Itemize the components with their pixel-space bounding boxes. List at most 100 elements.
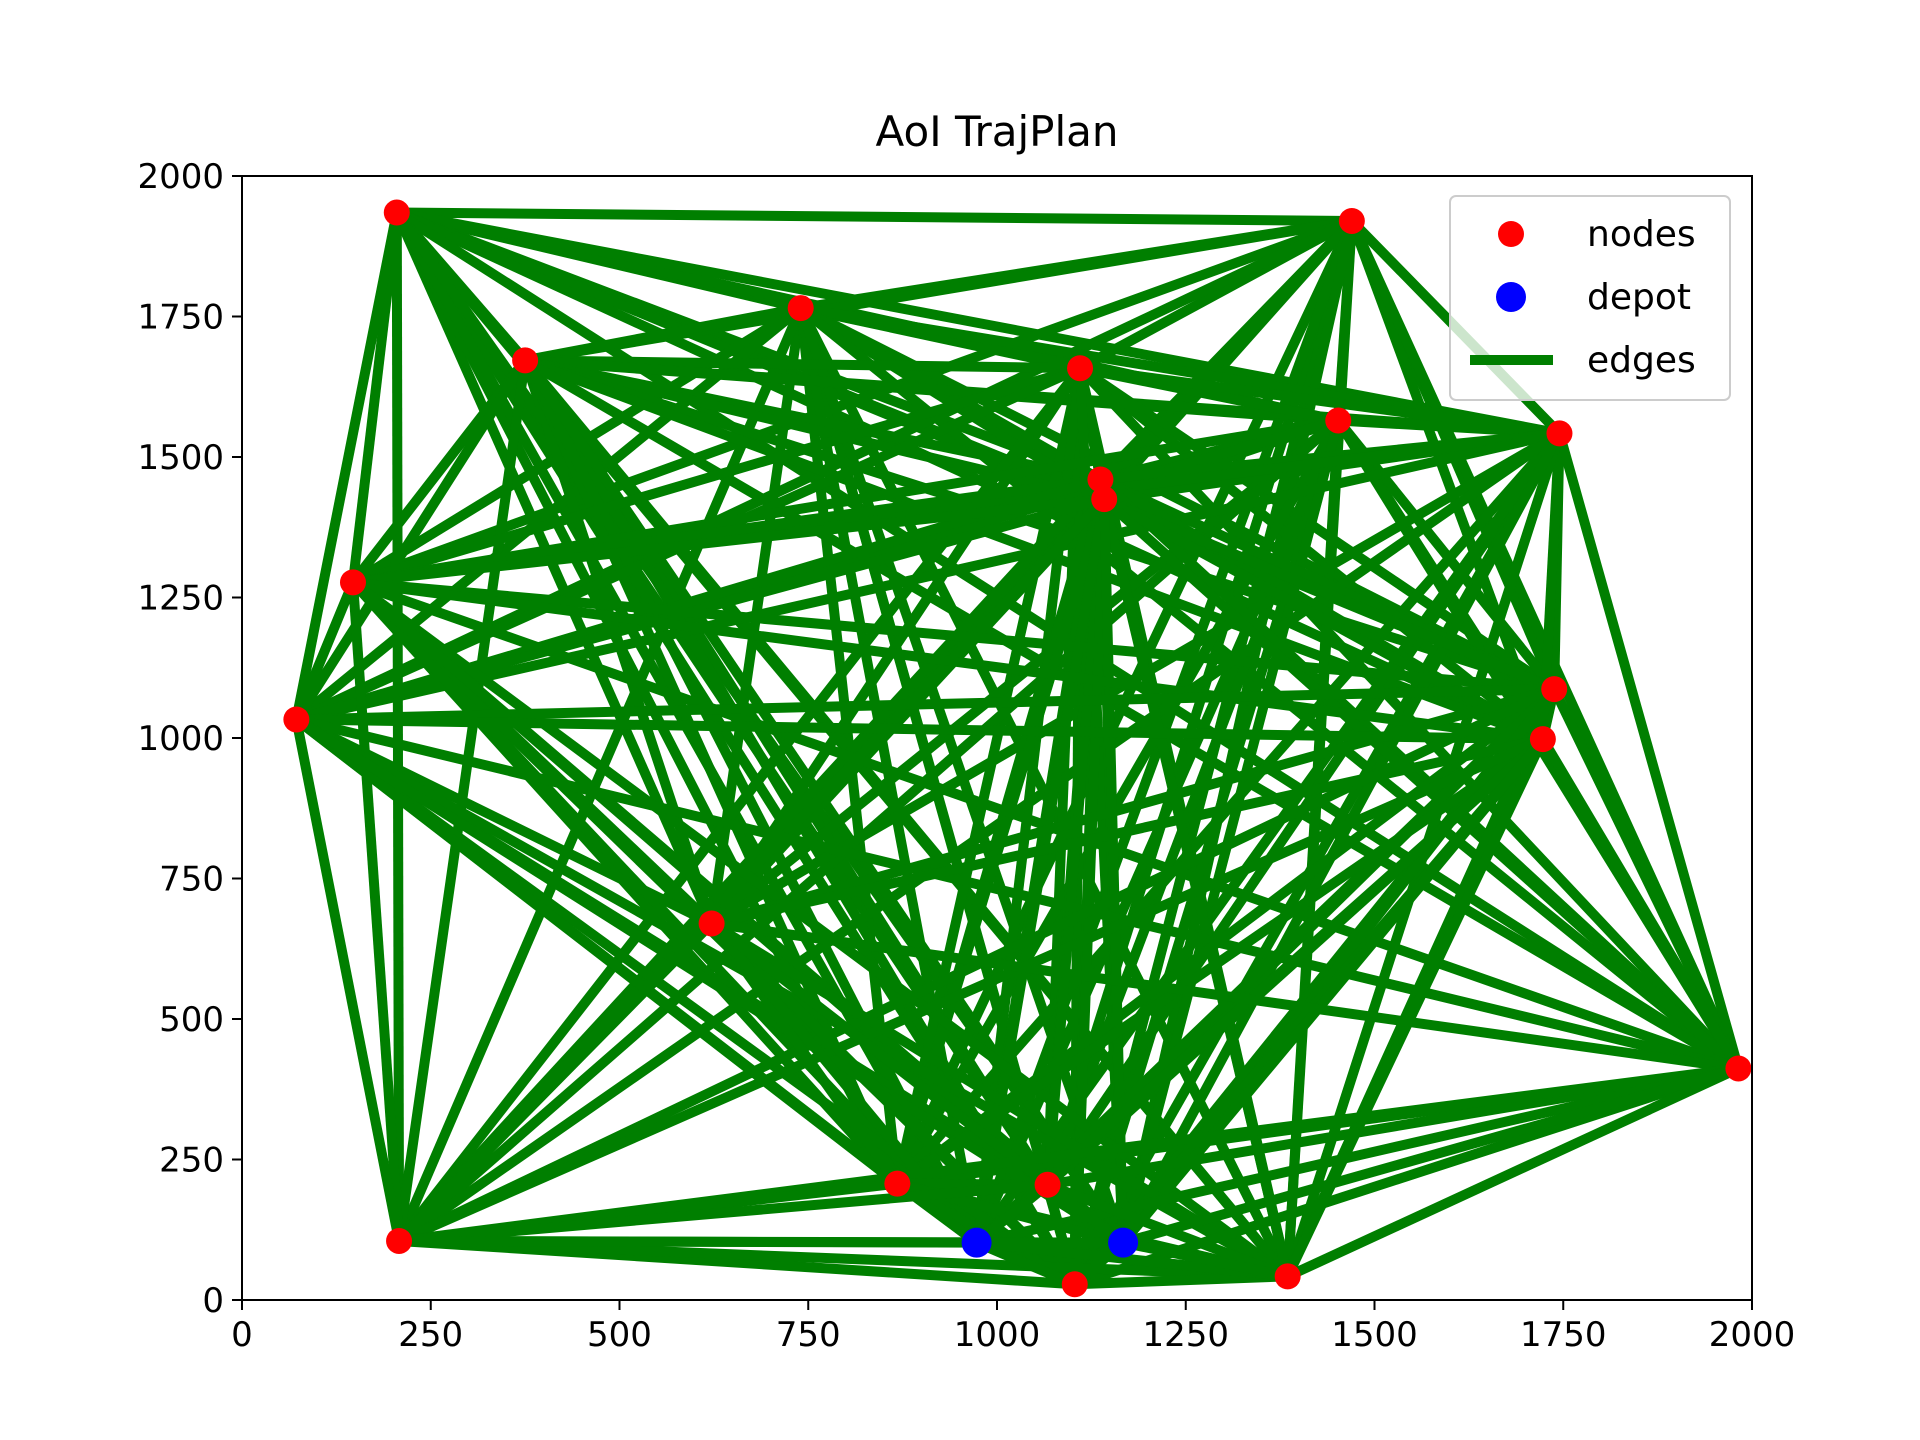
edge [1121,1063,1740,1248]
y-tick-label: 250 [159,1141,224,1181]
node-point [1274,1263,1301,1290]
node-point [1091,486,1118,513]
y-tick-label: 500 [159,1000,224,1040]
x-tick-label: 500 [587,1315,652,1355]
edge [1554,432,1744,1070]
node-point [512,347,539,374]
edge [522,356,1741,1073]
edge [291,580,358,722]
legend-box [1449,195,1731,401]
node-point [1325,407,1352,434]
edge [974,1238,1077,1289]
edge [291,718,404,1242]
edge [394,306,806,1243]
edge [351,363,1082,588]
edge [708,919,1079,1288]
edge [1122,1237,1289,1282]
edge [1074,1271,1288,1290]
edge [1337,415,1560,439]
points-layer [283,199,1752,1298]
edge [710,918,1740,1074]
legend-depot-marker [1496,282,1526,312]
node-point [1338,207,1365,234]
edge [709,429,1562,928]
ticks-layer: 0 250 500 750 1000 1250 1500 1750 2000 0 250 500 750… [137,157,1795,1355]
edge [1118,431,1564,1246]
edge [1042,219,1357,1187]
y-tick-label: 2000 [137,157,224,197]
edge [1347,219,1548,741]
edge [710,684,1556,929]
legend-depot-label: depot [1587,277,1691,318]
edge [1045,1180,1290,1282]
edge [396,429,1563,1246]
edge [524,303,802,366]
edge [1102,494,1557,694]
x-tick-label: 1750 [1520,1315,1607,1355]
edge [972,430,1564,1246]
edge [398,1179,1049,1246]
y-tick-label: 1750 [137,298,224,338]
legend: nodes depot edges [1449,195,1731,401]
edge [708,919,1291,1281]
edge [710,734,1544,929]
edge [391,212,405,1242]
node-point [283,706,310,733]
legend-edges-label: edges [1587,340,1696,381]
node-point [787,295,814,322]
edge [352,494,1105,588]
edge [395,919,716,1245]
node-point [339,569,366,596]
edge [1044,1180,1127,1247]
node-point [1541,676,1568,703]
edge [525,355,1081,374]
depot-point [1108,1227,1139,1258]
edge [397,734,1545,1246]
y-tick-label: 1500 [137,438,224,478]
chart-title: AoI TrajPlan [876,107,1119,156]
x-tick-label: 1000 [954,1315,1041,1355]
node-point [1067,355,1094,382]
edge [292,357,530,723]
x-tick-label: 750 [776,1315,841,1355]
y-tick-label: 1250 [137,579,224,619]
edge [1538,736,1743,1072]
y-tick-label: 750 [159,860,224,900]
legend-nodes-marker [1498,221,1524,247]
x-tick-label: 250 [398,1315,463,1355]
node-point [386,1227,413,1254]
edge [295,428,1561,725]
legend-nodes-label: nodes [1587,214,1696,255]
node-point [1034,1171,1061,1198]
node-point [698,910,725,937]
edge [975,1063,1740,1248]
y-tick-label: 1000 [137,719,224,759]
edge [296,684,1555,725]
y-tick-label: 0 [202,1281,224,1321]
node-point [1725,1055,1752,1082]
edge [1118,419,1344,1244]
node-point [1061,1271,1088,1298]
edge [1042,418,1343,1187]
edge [1101,494,1546,744]
edge [295,714,1740,1074]
edge [293,715,980,1247]
edge [1079,363,1561,439]
edge [1285,1063,1741,1281]
edge [291,211,402,721]
x-tick-label: 1250 [1142,1315,1229,1355]
x-tick-label: 2000 [1709,1315,1796,1355]
edge [893,417,1343,1187]
node-point [383,199,410,226]
edge [350,578,1291,1281]
edge [398,1235,1288,1282]
edge [894,735,1546,1188]
edge [347,581,405,1242]
node-point [1087,466,1114,493]
depot-point [961,1227,992,1258]
node-point [1546,420,1573,447]
edge [352,577,1544,745]
x-tick-label: 1500 [1331,1315,1418,1355]
node-point [1529,726,1556,753]
